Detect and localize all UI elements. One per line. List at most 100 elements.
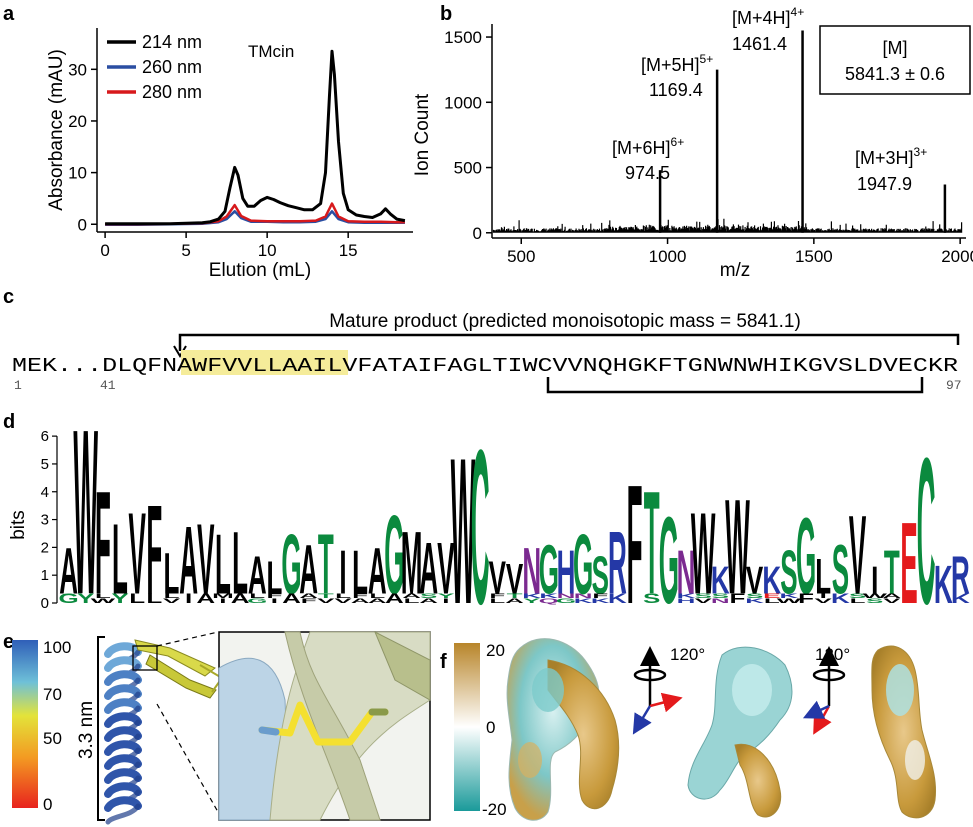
- logo-sub-letter: A: [505, 597, 524, 604]
- logo-letter-V: V: [197, 503, 214, 615]
- logo-sub-letter: Y: [77, 591, 95, 606]
- y-tick-label: 0: [473, 224, 482, 243]
- logo-letter-G: G: [384, 493, 404, 618]
- logo-letter-W: W: [451, 415, 476, 648]
- logo-sub-letter: M: [212, 592, 234, 599]
- length-bracket: [97, 636, 105, 821]
- y-tick-label: 30: [68, 60, 87, 79]
- logo-sub-letter: V: [163, 597, 181, 604]
- logo-sub-letter: A: [196, 591, 215, 606]
- peak-charge: 3+: [914, 145, 928, 159]
- logo-sub-letter: T: [318, 592, 334, 599]
- peak-ion-label: [M+6H]6+: [612, 135, 684, 158]
- x-axis-label: m/z: [720, 260, 751, 281]
- logo-sub-letter: S: [746, 592, 763, 599]
- legend-entry: 280 nm: [142, 82, 202, 102]
- logo-sub-letter: G: [556, 597, 576, 604]
- logo-sub-letter: A: [368, 597, 387, 604]
- logo-sub-letter: K: [522, 592, 541, 599]
- logo-letter-S: S: [780, 539, 797, 608]
- logo-sub-letter: K: [574, 597, 593, 604]
- logo-sub-letter: I: [219, 597, 226, 604]
- plddt-tick-100: 100: [43, 638, 71, 657]
- logo-y-tick-label: 4: [41, 484, 49, 501]
- logo-sub-letter: V: [815, 597, 833, 604]
- protein-sequence: MEK...DLQFN AWFVVLLAAIL VFATAIFAGLTIWCVVNQ…: [12, 355, 958, 377]
- logo-letter-W: W: [725, 471, 750, 622]
- logo-letter-A: A: [299, 531, 318, 609]
- x-tick-label: 500: [507, 247, 535, 266]
- logo-letter-A: A: [419, 527, 438, 610]
- zoom-line-top: [156, 631, 219, 647]
- logo-sub-letter: L: [249, 592, 265, 599]
- x-tick-label: 1000: [649, 247, 687, 266]
- logo-sub-letter: V: [883, 597, 901, 604]
- zoom-inset-disulfide: [218, 630, 431, 821]
- peak-mass-label: 1169.4: [649, 80, 703, 100]
- panel-f-label: f: [440, 651, 447, 673]
- surface-view-2: [687, 646, 793, 818]
- logo-letter-E: E: [900, 498, 917, 628]
- panel-f-hydrophobicity-surface: f 20 0 -20 120°: [440, 638, 937, 821]
- x-axis-label: Elution (mL): [209, 260, 311, 281]
- logo-letter-W: W: [73, 380, 98, 644]
- logo-letter-F: F: [95, 462, 111, 625]
- peak-charge: 6+: [671, 135, 685, 149]
- logo-letter-T: T: [318, 518, 334, 613]
- logo-letter-S: S: [592, 545, 609, 605]
- logo-sub-letter: N: [574, 592, 593, 599]
- logo-sub-letter: E: [763, 592, 780, 599]
- x-tick-label: 10: [258, 241, 277, 260]
- alpha-helix: [104, 642, 142, 825]
- peak-ion-label: [M+5H]5+: [641, 52, 713, 75]
- mature-product-bracket: [178, 333, 960, 351]
- logo-letter-V: V: [437, 527, 454, 610]
- peak-ion-label: [M+4H]4+: [732, 5, 804, 28]
- logo-sub-letter: W: [91, 597, 116, 604]
- panel-d-label: d: [3, 411, 15, 433]
- logo-sub-letter: K: [780, 592, 799, 599]
- logo-letter-A: A: [248, 545, 267, 605]
- peak-ion: [M+5H]: [641, 55, 700, 75]
- beta-hairpin: [134, 639, 224, 699]
- logo-letter-C: C: [917, 415, 936, 648]
- rotation-label-1: 120°: [670, 645, 705, 664]
- position-start: 1: [14, 378, 22, 393]
- logo-letter-L: L: [266, 551, 282, 603]
- peak-ion-label: [M+3H]3+: [855, 145, 927, 168]
- logo-sub-letter: N: [557, 592, 576, 599]
- logo-sub-letter: L: [369, 592, 385, 599]
- logo-letter-K: K: [711, 558, 730, 601]
- logo-sub-letter: A: [402, 592, 421, 599]
- logo-letter-G: G: [539, 531, 559, 609]
- logo-sub-letter: Y: [523, 597, 541, 604]
- logo-sub-letter: N: [711, 597, 730, 604]
- series-line-214-nm: [105, 49, 406, 226]
- mass-box-value: 5841.3 ± 0.6: [845, 64, 945, 84]
- logo-sub-letter: A: [282, 591, 301, 606]
- logo-sub-letter: V: [334, 597, 352, 604]
- helix-turn: [104, 698, 142, 714]
- helix-turn: [104, 768, 142, 784]
- logo-sub-letter: L: [489, 597, 505, 604]
- logo-sub-letter: L: [95, 592, 111, 599]
- y-tick-label: 1000: [444, 93, 482, 112]
- logo-letter-L: L: [112, 503, 128, 615]
- logo-letter-L: L: [215, 518, 231, 613]
- logo-y-tick-label: 0: [41, 595, 49, 612]
- logo-letter-R: R: [608, 513, 627, 612]
- logo-sub-letter: S: [420, 592, 437, 599]
- hydro-tick-0: 0: [486, 718, 495, 737]
- hydro-tick-minus-20: -20: [482, 800, 507, 819]
- plddt-tick-0: 0: [43, 795, 52, 814]
- logo-sub-letter: G: [58, 591, 78, 606]
- logo-sub-letter: H: [677, 597, 696, 604]
- legend-entry: 214 nm: [142, 32, 202, 52]
- logo-letter-F: F: [627, 449, 643, 639]
- position-end: 97: [946, 378, 962, 393]
- logo-sub-letter: L: [850, 597, 866, 604]
- surface-view-1: [506, 638, 620, 821]
